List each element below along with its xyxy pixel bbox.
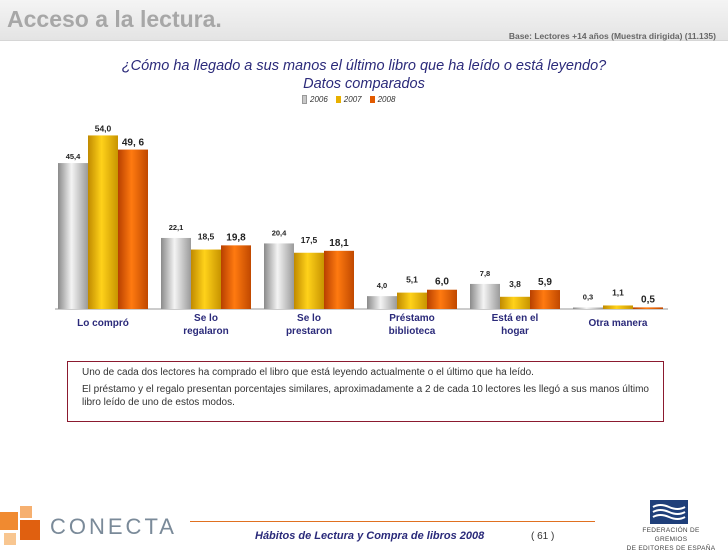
summary-line-2: El préstamo y el regalo presentan porcen… [82,384,649,408]
value-label-2006-cat-5: 0,3 [583,293,593,302]
legend-label-2008: 2008 [377,95,396,104]
chart-legend: 2006 2007 2008 [302,95,403,104]
category-label-3-line-0: Préstamo [389,313,435,324]
value-label-2008-cat-4: 5,9 [538,277,552,288]
bar-2007-cat-5 [603,305,633,309]
value-label-2007-cat-4: 3,8 [509,279,521,289]
bar-2008-cat-4 [530,290,560,309]
legend-swatch-2006 [302,95,307,104]
legend-label-2007: 2007 [343,95,362,104]
logo-square-1 [0,512,18,530]
bar-2006-cat-1 [161,237,191,309]
value-label-2006-cat-2: 20,4 [272,228,287,237]
bar-2007-cat-1 [191,249,221,309]
value-label-2006-cat-3: 4,0 [377,281,387,290]
legend-item-2006: 2006 [302,95,328,104]
bar-2008-cat-5 [633,307,663,309]
bar-2008-cat-3 [427,289,457,309]
bar-2006-cat-2 [264,243,294,309]
summary-box: Uno de cada dos lectores ha comprado el … [67,361,664,422]
legend-item-2007: 2007 [335,95,362,104]
legend-swatch-2007 [335,96,341,103]
bar-2007-cat-2 [294,252,324,309]
value-label-2007-cat-1: 18,5 [198,232,215,242]
value-label-2006-cat-0: 45,4 [66,152,81,161]
category-label-2-line-0: Se lo [297,313,321,324]
conecta-logo-icon [0,506,42,546]
footer-divider [190,521,595,522]
bar-2008-cat-2 [324,250,354,309]
category-label-2-line-1: prestaron [286,326,332,337]
legend-label-2006: 2006 [310,95,328,104]
chart-question: ¿Cómo ha llegado a sus manos el último l… [121,58,607,74]
category-label-4-line-1: hogar [501,326,529,337]
bar-2007-cat-3 [397,292,427,309]
conecta-brand: CONECTA [50,514,177,539]
category-label-3-line-1: biblioteca [389,326,436,337]
category-label-5-line-0: Otra manera [589,318,648,329]
summary-line-1: Uno de cada dos lectores ha comprado el … [82,367,534,378]
logo-square-2 [20,506,32,518]
legend-item-2008: 2008 [369,95,396,104]
bar-2008-cat-0 [118,149,148,309]
category-label-4-line-0: Está en el [492,313,539,324]
bar-2006-cat-0 [58,163,88,309]
bar-2006-cat-5 [573,307,603,309]
category-label-1-line-1: regalaron [183,326,229,337]
bar-2007-cat-0 [88,135,118,309]
federation-text: FEDERACIÓN DE GREMIOS DE EDITORES DE ESP… [626,526,716,553]
value-label-2008-cat-3: 6,0 [435,277,449,288]
federation-logo-icon [650,500,688,524]
bar-chart: 45,4 54,0 49, 6 22,1 18,5 19,8 20,4 17,5 18,1 4,0… [55,123,668,337]
value-label-2008-cat-1: 19,8 [226,232,246,243]
category-label-0-line-0: Lo compró [77,318,129,329]
bar-2008-cat-1 [221,245,251,309]
value-label-2007-cat-3: 5,1 [406,275,418,285]
logo-square-3 [20,520,40,540]
value-label-2008-cat-5: 0,5 [641,294,655,305]
header-bar [0,0,728,41]
value-label-2007-cat-2: 17,5 [301,235,318,245]
page-number: ( 61 ) [531,531,555,542]
federation-line-2: DE EDITORES DE ESPAÑA [626,545,716,552]
base-note: Base: Lectores +14 años (Muestra dirigid… [508,31,716,41]
category-label-1-line-0: Se lo [194,313,218,324]
legend-swatch-2008 [369,96,375,103]
value-label-2008-cat-2: 18,1 [329,238,349,249]
bar-2006-cat-3 [367,296,397,309]
footer-title: Hábitos de Lectura y Compra de libros 20… [255,530,485,542]
chart-subquestion: Datos comparados [303,76,425,92]
logo-square-4 [4,533,16,545]
value-label-2006-cat-1: 22,1 [169,223,184,232]
federation-line-1: FEDERACIÓN DE GREMIOS [642,527,700,543]
value-label-2006-cat-4: 7,8 [480,269,490,278]
bar-2006-cat-4 [470,283,500,309]
value-label-2007-cat-0: 54,0 [95,123,112,133]
value-label-2008-cat-0: 49, 6 [122,138,145,149]
bar-2007-cat-4 [500,296,530,309]
page-title: Acceso a la lectura. [7,6,222,32]
value-label-2007-cat-5: 1,1 [612,287,624,297]
